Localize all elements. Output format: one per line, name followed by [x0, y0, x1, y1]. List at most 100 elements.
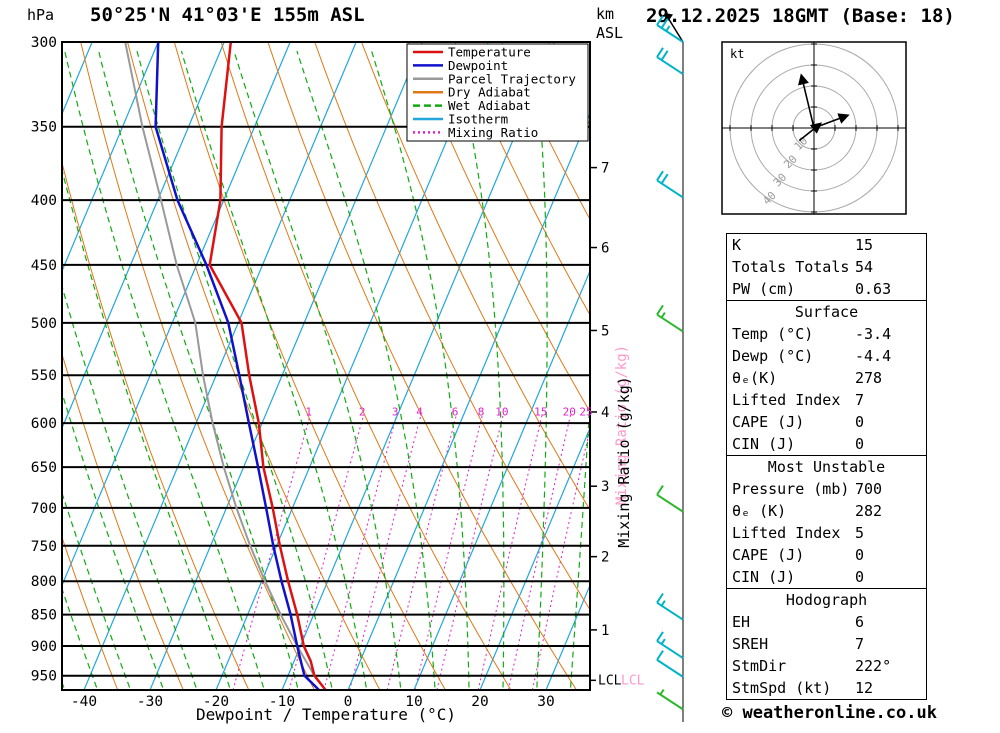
pressure-tick-label: 850 [31, 608, 57, 624]
mixing-axis-label: Mixing Ratio (g/kg) [615, 376, 633, 548]
dry-adiabat-line [267, 42, 577, 690]
mixing-ratio-line [386, 414, 457, 690]
mixing-ratio-line [507, 414, 572, 690]
mixing-axis-label-pink: Mixing Ratio (g/kg) [614, 345, 630, 505]
pressure-tick-label: 900 [31, 639, 57, 655]
wind-barb [656, 484, 684, 513]
isotherm-line [62, 42, 291, 587]
wet-adiabat-line [371, 50, 470, 688]
dry-adiabat-line [127, 42, 381, 690]
pressure-tick-label: 550 [31, 368, 57, 384]
isotherm-line [62, 42, 225, 430]
x-tick-label: 10 [405, 694, 422, 710]
pressure-tick-label: 950 [31, 669, 57, 685]
stat-label: Dewp (°C) [732, 347, 814, 365]
stat-label: Lifted Index [732, 391, 841, 409]
stat-label: Temp (°C) [732, 325, 814, 343]
km-tick-label: 5 [601, 323, 609, 339]
stat-label: EH [732, 613, 751, 631]
dry-adiabat-line [454, 42, 590, 316]
wet-adiabat-line [136, 50, 333, 688]
stat-value: 0 [855, 413, 865, 431]
wind-barb [656, 592, 684, 621]
stat-value: 282 [855, 502, 883, 520]
dry-adiabat-line [0, 42, 52, 690]
wet-adiabat-line [296, 50, 436, 688]
dry-adiabat-line [595, 42, 700, 690]
stat-label: CAPE (J) [732, 546, 805, 564]
mixing-ratio-value-label: 8 [478, 405, 485, 418]
plot-border [61, 41, 591, 691]
stat-label: Totals Totals [732, 258, 850, 276]
isotherm-line [62, 42, 93, 116]
wet-adiabat-line [533, 51, 548, 688]
x-tick-label: -30 [137, 694, 163, 710]
wind-barb [656, 304, 684, 333]
mixing-ratio-line [414, 414, 483, 690]
stat-row: StmSpd (kt) 12 [727, 677, 926, 699]
km-tick-label: 7 [601, 161, 609, 177]
curve-parcel-trajectory [124, 42, 327, 690]
stat-row: CIN (J) 0 [727, 566, 926, 588]
datetime-title: 29.12.2025 18GMT (Base: 18) [646, 5, 955, 27]
stat-value: 12 [855, 679, 874, 697]
stats-section-title: Surface [794, 303, 859, 321]
legend-label: Dewpoint [448, 58, 508, 73]
pressure-tick-label: 300 [31, 35, 57, 51]
stat-label: Lifted Index [732, 524, 841, 542]
dry-adiabat-line [361, 42, 590, 511]
stat-row: CIN (J) 0 [727, 433, 926, 455]
stat-value: 0 [855, 435, 865, 453]
pressure-tick-label: 700 [31, 501, 57, 517]
pressure-tick-label: 350 [31, 120, 57, 136]
stat-row: SREH 7 [727, 633, 926, 655]
stat-row: CAPE (J) 0 [727, 411, 926, 433]
km-tick-label: 3 [601, 479, 609, 495]
hodograph-wind-vector [798, 73, 815, 129]
stat-label: StmDir [732, 657, 787, 675]
x-tick-label: -40 [71, 694, 97, 710]
page-title: 50°25'N 41°03'E 155m ASL [90, 4, 365, 26]
stat-value: 278 [855, 369, 883, 387]
wind-barb [656, 631, 684, 659]
pressure-tick-label: 600 [31, 416, 57, 432]
column-top-arrowhead [665, 13, 673, 21]
km-tick-label: 2 [601, 550, 609, 566]
stat-value: 0 [855, 568, 865, 586]
stat-row: θₑ (K) 282 [727, 500, 926, 522]
stat-value: 6 [855, 613, 865, 631]
mixing-ratio-value-label: 3 [392, 405, 399, 418]
stat-row: CAPE (J) 0 [727, 544, 926, 566]
mixing-ratio-value-label: 15 [534, 405, 547, 418]
wet-adiabat-line [62, 491, 131, 688]
mixing-ratio-line [477, 414, 543, 690]
legend-label: Wet Adiabat [448, 98, 531, 113]
isotherm-line [149, 42, 423, 690]
stat-label: θₑ(K) [732, 369, 778, 387]
curve-dewpoint [154, 42, 320, 690]
x-tick-label: -10 [269, 694, 295, 710]
stat-value: 7 [855, 391, 865, 409]
stat-value: 5 [855, 524, 865, 542]
wet-adiabat-line [0, 51, 31, 687]
stats-section: Hodograph EH 6 SREH 7 StmDir 222° StmSpd (kt) 12 [726, 588, 927, 700]
pressure-tick-label: 400 [31, 193, 57, 209]
stats-section-title: Hodograph [785, 591, 868, 609]
stats-section: Surface Temp (°C) -3.4 Dewp (°C) -4.4 θₑ(K) 27… [726, 300, 927, 456]
stat-label: CAPE (J) [732, 413, 805, 431]
wet-adiabat-line [453, 50, 505, 688]
mixing-ratio-value-label: 1 [305, 405, 312, 418]
stat-row: Dewp (°C) -4.4 [727, 345, 926, 367]
stat-label: PW (cm) [732, 280, 796, 298]
altitude-unit-km: km [596, 5, 615, 23]
stat-row: StmDir 222° [727, 655, 926, 677]
mixing-ratio-value-label: 20 [563, 405, 576, 418]
mixing-ratio-line [349, 414, 422, 690]
stat-row: Lifted Index 7 [727, 389, 926, 411]
stat-value: -4.4 [855, 347, 892, 365]
stat-row: K 15 [727, 234, 926, 256]
hodograph-unit-label: kt [730, 47, 744, 61]
altitude-unit-asl: ASL [596, 24, 624, 42]
